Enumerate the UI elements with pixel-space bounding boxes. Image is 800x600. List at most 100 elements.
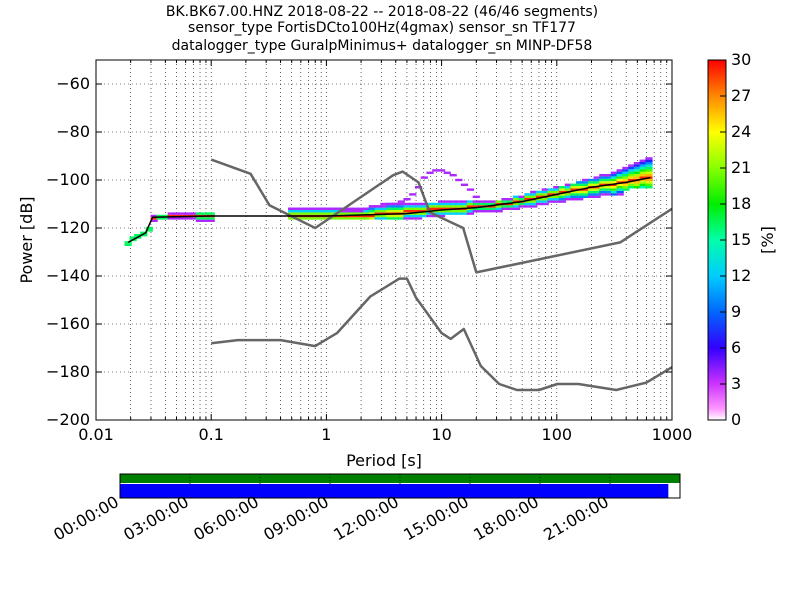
- density-cell: [391, 205, 400, 208]
- density-cell: [582, 186, 590, 189]
- density-cell: [438, 214, 446, 218]
- density-cell: [570, 183, 578, 186]
- density-cell: [374, 217, 382, 220]
- density-cell: [489, 207, 498, 210]
- density-cell: [616, 181, 624, 184]
- low-noise-model-line: [211, 277, 672, 392]
- density-cell: [397, 217, 405, 220]
- density-cell: [639, 164, 647, 167]
- density-cell: [645, 171, 653, 174]
- density-cell: [449, 205, 457, 208]
- density-cell: [449, 200, 457, 203]
- density-cell: [293, 210, 301, 213]
- density-cell-outlier: [420, 176, 428, 179]
- density-cell: [541, 200, 549, 203]
- density-cell: [380, 214, 388, 218]
- density-cell: [397, 214, 405, 218]
- density-cell: [178, 217, 186, 220]
- density-cell: [501, 207, 509, 210]
- density-cell: [403, 214, 411, 218]
- density-cell: [564, 195, 572, 198]
- density-cell: [374, 214, 382, 218]
- density-cell: [449, 212, 457, 215]
- density-cell-outlier: [455, 178, 463, 182]
- y-tick-label: −60: [56, 74, 90, 93]
- density-cell: [316, 210, 325, 213]
- density-cell: [633, 176, 642, 179]
- density-cell: [449, 202, 457, 206]
- density-cell: [530, 195, 538, 198]
- density-cell: [380, 207, 388, 210]
- density-cell: [357, 214, 365, 218]
- density-cell: [460, 202, 469, 206]
- density-cell: [397, 207, 405, 210]
- density-cell: [293, 212, 301, 215]
- density-cell: [172, 212, 181, 215]
- density-cell: [558, 190, 567, 194]
- colorbar: 0 3 6 9 12 15 18 21 24 27 30 [%]: [707, 50, 777, 429]
- density-cell: [547, 195, 555, 198]
- density-cell: [201, 212, 209, 215]
- density-cell: [426, 207, 434, 210]
- density-cell: [564, 198, 572, 201]
- density-cell: [380, 217, 388, 220]
- density-cell-outlier: [460, 183, 469, 186]
- density-cell: [363, 212, 371, 215]
- density-cell: [478, 202, 486, 206]
- density-cell: [328, 212, 336, 215]
- density-cell: [345, 217, 353, 220]
- density-cell: [553, 200, 561, 203]
- density-cell: [645, 174, 653, 177]
- density-cell: [547, 188, 555, 191]
- density-cell: [524, 198, 532, 201]
- density-cell: [616, 174, 624, 177]
- density-cell: [535, 195, 544, 198]
- density-cell: [438, 205, 446, 208]
- density-cell: [622, 178, 630, 182]
- density-cell: [391, 207, 400, 210]
- density-cell-outlier: [409, 193, 417, 196]
- colorbar-tick-label: 12: [731, 266, 751, 285]
- density-cell: [311, 210, 319, 213]
- density-cell: [541, 202, 549, 206]
- density-cell: [530, 193, 538, 196]
- density-cell: [633, 183, 642, 186]
- density-cell: [472, 210, 480, 213]
- density-cell: [374, 210, 382, 213]
- density-cell: [605, 186, 613, 189]
- density-cell: [628, 176, 636, 179]
- density-cell: [605, 193, 613, 196]
- density-cell: [645, 159, 653, 162]
- density-cell: [299, 210, 307, 213]
- density-cell: [645, 166, 653, 170]
- x-tick-label: 10: [431, 425, 451, 444]
- density-cell: [299, 212, 307, 215]
- density-cell: [610, 193, 618, 196]
- density-cell: [484, 202, 492, 206]
- density-cell: [553, 188, 561, 191]
- density-cell-outlier: [438, 169, 446, 172]
- density-cell: [145, 229, 153, 232]
- timeline-tick-label: 09:00:00: [260, 492, 332, 544]
- density-cell-outlier: [380, 202, 388, 206]
- density-cell: [512, 195, 521, 198]
- density-cell: [599, 190, 607, 194]
- density-cell: [363, 214, 371, 218]
- density-cell: [582, 178, 590, 182]
- density-cell: [167, 217, 175, 220]
- density-cell: [622, 183, 630, 186]
- density-cell: [288, 212, 296, 215]
- x-tick-label: 1000: [652, 425, 693, 444]
- density-cell: [409, 217, 417, 220]
- noise-model-lines: [127, 158, 672, 392]
- density-cell: [432, 212, 440, 215]
- title-line-2: sensor_type FortisDCto100Hz(4gmax) senso…: [188, 20, 576, 36]
- density-cell: [288, 217, 296, 220]
- density-cell: [570, 193, 578, 196]
- density-cell: [558, 193, 567, 196]
- density-cell: [432, 202, 440, 206]
- psd-segments-bar: [120, 484, 669, 498]
- density-cell: [432, 205, 440, 208]
- density-cell: [593, 176, 601, 179]
